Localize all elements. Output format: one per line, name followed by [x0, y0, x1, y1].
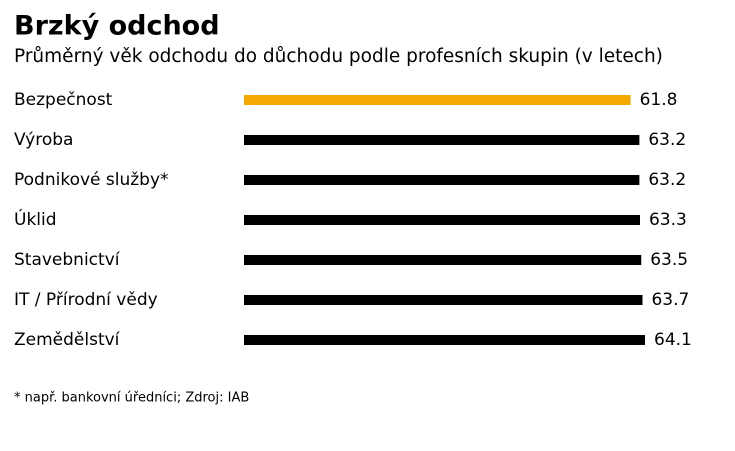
- value-label: 64.1: [654, 330, 692, 350]
- value-label: 63.5: [650, 250, 688, 270]
- bar: [244, 335, 645, 345]
- category-label: Bezpečnost: [14, 90, 113, 110]
- footnote: * např. bankovní úředníci; Zdroj: IAB: [14, 391, 249, 406]
- value-label: 63.7: [651, 290, 689, 310]
- value-label: 63.3: [649, 210, 687, 230]
- bar: [244, 135, 640, 145]
- category-label: Stavebnictví: [14, 250, 121, 270]
- bar: [244, 255, 642, 265]
- category-label: Výroba: [14, 130, 73, 150]
- category-label: Podnikové služby*: [14, 170, 169, 190]
- bar: [244, 95, 631, 105]
- chart-subtitle: Průměrný věk odchodu do důchodu podle pr…: [14, 46, 663, 67]
- category-label: IT / Přírodní vědy: [14, 290, 158, 310]
- value-label: 63.2: [648, 130, 686, 150]
- chart-title: Brzký odchod: [14, 11, 220, 42]
- value-label: 63.2: [648, 170, 686, 190]
- category-label: Úklid: [14, 208, 57, 230]
- bar: [244, 175, 640, 185]
- bar: [244, 295, 643, 305]
- bar: [244, 215, 640, 225]
- value-label: 61.8: [640, 90, 678, 110]
- category-label: Zemědělství: [14, 330, 121, 350]
